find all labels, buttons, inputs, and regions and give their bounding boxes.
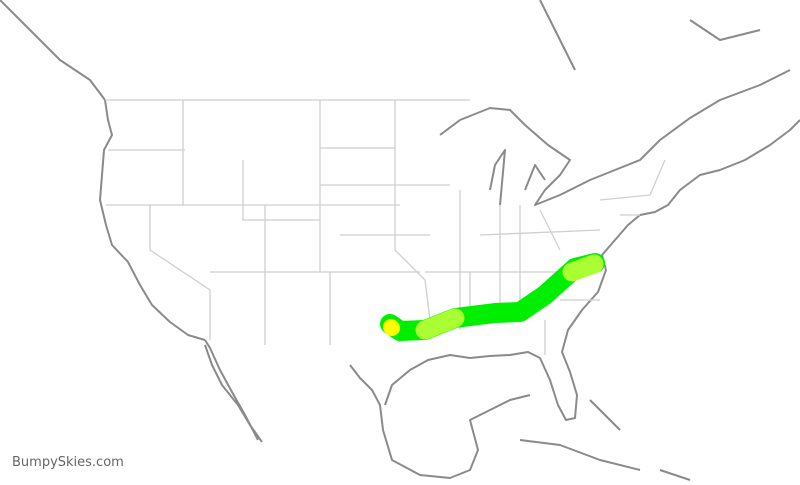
flight-route <box>380 253 605 341</box>
route-segment-moderate <box>383 319 400 336</box>
route-segment-light <box>562 254 604 282</box>
watermark: BumpySkies.com <box>12 455 124 470</box>
route-segment-light <box>415 308 465 340</box>
state-borders <box>105 99 666 355</box>
